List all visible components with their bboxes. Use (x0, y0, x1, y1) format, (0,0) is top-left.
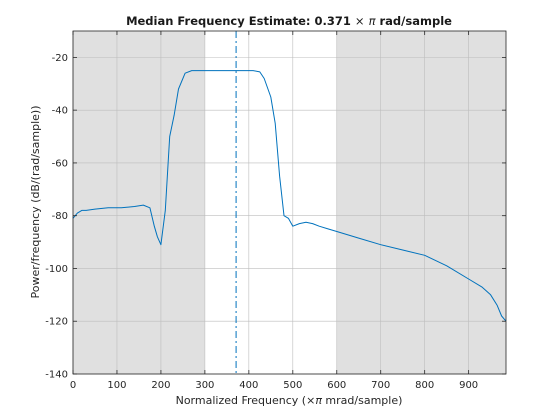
shaded-region-0 (73, 31, 205, 374)
chart-title-times: × (355, 14, 365, 28)
shaded-regions (73, 31, 506, 374)
y-ticks: -140 -120 -100 -80 -60 -40 -20 (45, 53, 506, 381)
x-tick-label-200: 200 (151, 380, 170, 391)
x-tick-label-600: 600 (327, 380, 346, 391)
y-tick-label-neg40: -40 (52, 106, 68, 117)
y-tick-label-neg20: -20 (52, 53, 68, 64)
shaded-region-1 (336, 31, 506, 374)
x-tick-label-800: 800 (415, 380, 434, 391)
y-tick-label-neg60: -60 (52, 158, 68, 169)
y-axis-label: Power/frequency (dB/(rad/sample)) (29, 106, 42, 299)
x-tick-label-700: 700 (371, 380, 390, 391)
x-tick-label-100: 100 (107, 380, 126, 391)
x-tick-label-0: 0 (70, 380, 76, 391)
y-tick-label-neg140: -140 (45, 370, 68, 381)
x-axis-label-times: × (306, 394, 315, 407)
x-tick-label-400: 400 (239, 380, 258, 391)
x-axis-label: Normalized Frequency (×π mrad/sample) (176, 394, 403, 407)
x-axis-label-suffix: mrad/sample) (322, 394, 402, 407)
axes-frame (72, 30, 507, 375)
x-tick-label-300: 300 (195, 380, 214, 391)
x-axis-label-pi: π (315, 394, 322, 407)
x-axis-label-prefix: Normalized Frequency ( (176, 394, 307, 407)
x-tick-label-900: 900 (459, 380, 478, 391)
y-tick-label-neg80: -80 (52, 211, 68, 222)
y-tick-label-neg100: -100 (45, 264, 68, 275)
chart-title-pi: π (369, 14, 377, 28)
chart-title: Median Frequency Estimate: 0.371 × π rad… (126, 14, 452, 28)
chart-title-prefix: Median Frequency Estimate: 0.371 (126, 14, 355, 28)
x-ticks: 0 100 200 300 400 500 600 700 800 900 (70, 31, 478, 391)
x-tick-label-500: 500 (283, 380, 302, 391)
axes-box (72, 30, 507, 375)
y-tick-label-neg120: -120 (45, 317, 68, 328)
series-layer (72, 70, 507, 322)
chart-title-suffix: rad/sample (376, 14, 453, 28)
series-line-0 (72, 70, 507, 322)
